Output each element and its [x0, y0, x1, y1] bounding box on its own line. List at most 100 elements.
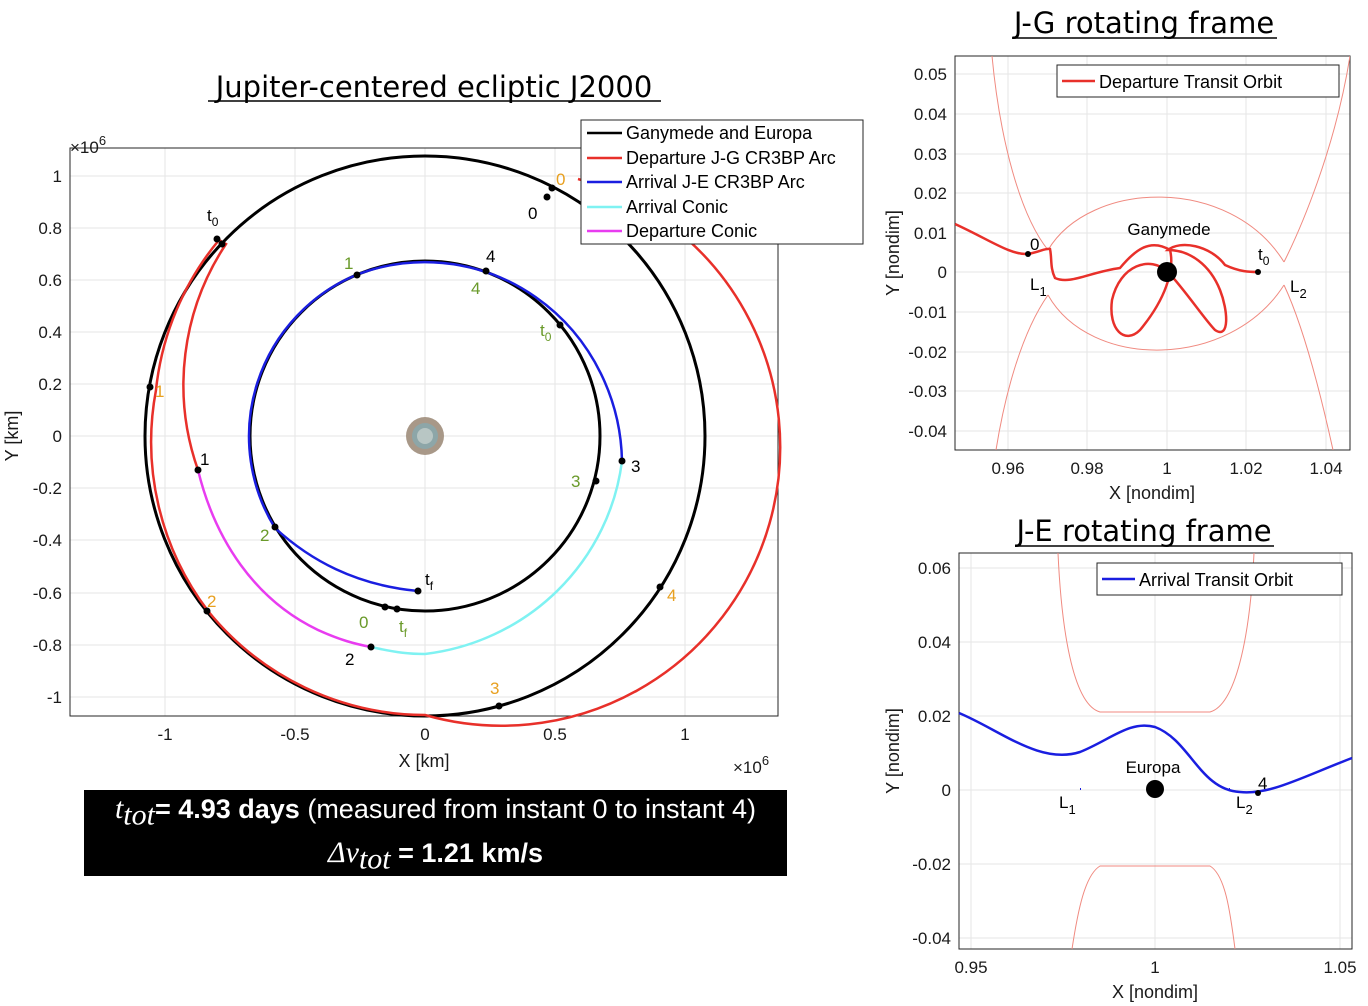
departure-arc-line	[149, 177, 782, 727]
y-tick-label: -0.04	[908, 422, 947, 441]
summary-box: ttot= 4.93 days (measured from instant 0…	[84, 790, 787, 876]
y-tick-label: 1	[53, 167, 62, 186]
y-tick-label: -0.8	[33, 636, 62, 655]
jg-transit-orbit	[955, 222, 1259, 337]
je-l1-label: L1	[1059, 793, 1076, 817]
main-legend: Ganymede and Europa Departure J-G CR3BP …	[580, 119, 864, 245]
jg-legend-label: Departure Transit Orbit	[1099, 72, 1282, 92]
jg-legend: Departure Transit Orbit	[1056, 64, 1340, 98]
je-legend-label: Arrival Transit Orbit	[1139, 570, 1293, 590]
arrival-arc-line	[247, 260, 624, 593]
t-symbol: t	[114, 792, 124, 825]
y-tick-label: 0.4	[38, 323, 62, 342]
main-x-exponent: ×106	[733, 753, 769, 777]
main-ylabel: Y [km]	[2, 411, 22, 462]
x-tick-label: 0.98	[1070, 459, 1103, 478]
main-instant-labels: 0 0 t0 1 1 2 2 0 tf tf 2 3 4 3 3 t0 4 4 …	[155, 170, 676, 698]
main-ticks: -1 -0.5 0 0.5 1 1 0.8 0.6 0.4 0.2 0 -0.2 -0.4 -0.6 -0.…	[33, 167, 690, 744]
je-end-marker	[1255, 790, 1261, 796]
je-l2-label: L2	[1236, 793, 1253, 817]
x-tick-label: 1	[1150, 958, 1159, 977]
y-tick-label: -0.4	[33, 531, 62, 550]
y-tick-label: 0.02	[918, 707, 951, 726]
y-tick-label: 0.02	[914, 184, 947, 203]
x-tick-label: 1	[1162, 459, 1171, 478]
y-tick-label: 0	[53, 427, 62, 446]
main-y-exponent: ×106	[70, 133, 106, 157]
y-tick-label: 0.06	[918, 559, 951, 578]
jg-end-label: t0	[1258, 245, 1270, 268]
y-tick-label: 0.6	[38, 271, 62, 290]
jg-grid	[955, 56, 1350, 450]
x-tick-label: 0.5	[543, 725, 567, 744]
y-tick-label: 0	[942, 781, 951, 800]
jg-start-label: 0	[1030, 235, 1039, 254]
je-zvc-top	[1057, 552, 1255, 713]
je-ticks: 0.95 1 1.05 0.06 0.04 0.02 0 -0.02 -0.04	[912, 559, 1356, 977]
svg-text:1: 1	[200, 450, 209, 469]
svg-text:1: 1	[155, 382, 164, 401]
y-tick-label: -0.6	[33, 584, 62, 603]
main-markers	[146, 184, 664, 710]
jg-zvc-inner	[1047, 196, 1285, 351]
y-tick-label: 0.05	[914, 65, 947, 84]
europa-body	[1146, 780, 1164, 798]
jg-start-marker	[1025, 251, 1031, 257]
svg-text:tf: tf	[425, 570, 434, 593]
x-tick-label: 0.96	[991, 459, 1024, 478]
main-grid	[70, 148, 778, 716]
x-tick-label: 1.04	[1309, 459, 1342, 478]
svg-text:2: 2	[260, 526, 269, 545]
je-xlabel: X [nondim]	[1112, 982, 1198, 1002]
ganymede-body	[1157, 262, 1177, 282]
jg-ticks: 0.96 0.98 1 1.02 1.04 0.05 0.04 0.03 0.02 0.01 0 -0…	[908, 65, 1342, 478]
jg-body-label: Ganymede	[1127, 220, 1210, 239]
x-tick-label: 1.05	[1323, 958, 1356, 977]
x-tick-label: 1.02	[1229, 459, 1262, 478]
x-tick-label: -0.5	[280, 725, 309, 744]
svg-text:0: 0	[556, 170, 565, 189]
je-end-label: 4	[1258, 774, 1267, 793]
legend-moons: Ganymede and Europa	[626, 123, 813, 143]
y-tick-label: -0.2	[33, 479, 62, 498]
legend-arrival-conic: Arrival Conic	[626, 197, 728, 217]
y-tick-label: 0.01	[914, 224, 947, 243]
svg-text:tf: tf	[399, 617, 408, 640]
y-tick-label: -0.01	[908, 303, 947, 322]
jg-xlabel: X [nondim]	[1109, 483, 1195, 503]
y-tick-label: -0.02	[912, 855, 951, 874]
je-transit-orbit	[958, 711, 1353, 794]
t-note: (measured from instant 0 to instant 4)	[299, 794, 757, 824]
jg-l1-label: L1	[1030, 275, 1047, 299]
jg-plot: J-G rotating frame 0.96 0.98 1 1.02 1.04 0.05…	[883, 6, 1351, 503]
t-value: = 4.93 days	[154, 794, 300, 824]
je-plot-title: J-E rotating frame	[1014, 514, 1271, 548]
dv-symbol: Δv	[328, 836, 359, 870]
y-tick-label: 0.8	[38, 219, 62, 238]
je-body-label: Europa	[1126, 758, 1181, 777]
dv-value: = 1.21 km/s	[390, 838, 543, 869]
arrival-conic-line	[370, 460, 624, 656]
je-ylabel: Y [nondim]	[883, 708, 903, 794]
svg-text:t0: t0	[540, 321, 552, 344]
jg-plot-title: J-G rotating frame	[1012, 6, 1274, 40]
jupiter-core	[417, 428, 433, 444]
svg-text:0: 0	[359, 613, 368, 632]
jg-ylabel: Y [nondim]	[883, 210, 903, 296]
x-tick-label: 1	[680, 725, 689, 744]
svg-text:4: 4	[667, 586, 676, 605]
x-tick-label: -1	[157, 725, 172, 744]
y-tick-label: 0.2	[38, 375, 62, 394]
je-legend: Arrival Transit Orbit	[1096, 562, 1343, 596]
y-tick-label: -0.04	[912, 929, 951, 948]
legend-arrival-arc: Arrival J-E CR3BP Arc	[626, 172, 805, 192]
svg-text:0: 0	[528, 204, 537, 223]
je-zvc-bottom	[1071, 865, 1236, 950]
svg-text:t0: t0	[207, 206, 219, 229]
jg-end-marker	[1255, 269, 1261, 275]
y-tick-label: -1	[47, 688, 62, 707]
je-plot: J-E rotating frame 0.95 1 1.05 0.06 0.04 0.02…	[883, 514, 1357, 1002]
t-subscript: tot	[123, 798, 155, 832]
svg-text:4: 4	[486, 247, 495, 266]
